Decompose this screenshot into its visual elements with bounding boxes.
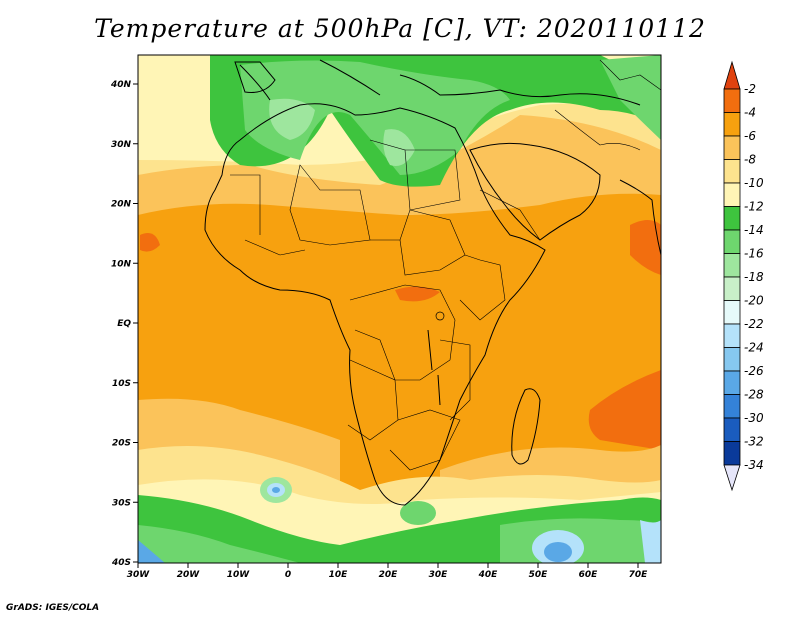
colorbar-label: -22: [744, 317, 764, 331]
colorbar-label: -4: [744, 106, 756, 120]
field-hot-se: [588, 370, 661, 450]
colorbar-label: -20: [744, 294, 764, 308]
colorbar-box: [723, 182, 741, 207]
colorbar-label: -6: [744, 129, 756, 143]
colorbar-label: -10: [744, 176, 764, 190]
colorbar-box: [723, 159, 741, 184]
lon-label: 20W: [177, 570, 201, 580]
colorbar-label: -26: [744, 364, 764, 378]
colorbar-label: -32: [744, 435, 764, 449]
lat-label: EQ: [117, 319, 131, 329]
colorbar-box: [723, 394, 741, 419]
colorbar-label: -30: [744, 411, 764, 425]
colorbar-top-arrow: [723, 60, 741, 90]
lon-label: 70E: [629, 570, 649, 580]
field-cold-core-south-inner: [544, 542, 572, 562]
field-cold-sw: [138, 540, 165, 563]
colorbar-box: [723, 323, 741, 348]
colorbar-label: -34: [744, 458, 764, 472]
lon-label: 60E: [579, 570, 599, 580]
lat-label: 30S: [112, 498, 131, 508]
country-borders: [230, 59, 661, 471]
lat-label: 10N: [111, 259, 132, 269]
field-north-green-light-2: [383, 129, 415, 166]
india-coastline: [619, 179, 661, 256]
map-field: [138, 55, 661, 563]
iberia-coastline: [234, 61, 276, 93]
colorbar-label: -18: [744, 270, 764, 284]
lon-label: 30E: [429, 570, 449, 580]
map-title: Temperature at 500hPa [C], VT: 202011011…: [94, 14, 706, 43]
lake-victoria: [435, 311, 445, 321]
field-ne-green: [600, 55, 661, 140]
grads-credit: GrADS: IGES/COLA: [6, 603, 100, 613]
colorbar-box: [723, 300, 741, 325]
colorbar-box: [723, 229, 741, 254]
arabia-coastline: [469, 142, 601, 241]
lon-label: 0: [285, 570, 291, 580]
lat-label: 40S: [111, 558, 131, 568]
colorbar-label: -24: [744, 341, 764, 355]
colorbar-bottom-arrow: [723, 464, 741, 492]
colorbar-label: -12: [744, 200, 764, 214]
colorbar-box: [723, 417, 741, 442]
latitude-axis: 40N 30N 20N 10N EQ 10S 20S 30S 40S: [110, 80, 138, 568]
colorbar-box: [723, 253, 741, 278]
madagascar-coastline: [511, 388, 541, 465]
lon-label: 20E: [379, 570, 399, 580]
colorbar-labels: -2 -4 -6 -8 -10 -12 -14 -16 -18 -20 -22 -24 -26 -28 -3…: [744, 82, 764, 472]
longitude-axis: 30W 20W 10W 0 10E 20E 30E 40E 50E 60E 70E: [127, 563, 648, 580]
lon-label: 30W: [127, 570, 151, 580]
field-hot-east: [630, 220, 661, 275]
field-cold-core-west-center: [272, 487, 280, 493]
colorbar-label: -28: [744, 388, 764, 402]
colorbar-box: [723, 206, 741, 231]
lat-label: 20S: [112, 439, 131, 449]
colorbar-box: [723, 370, 741, 395]
colorbar-box: [723, 88, 741, 113]
field-north-green-mid: [240, 60, 510, 175]
colorbar-label: -2: [744, 82, 756, 96]
lat-label: 40N: [110, 80, 132, 90]
field-north-green-light: [269, 98, 315, 140]
colorbar-label: -8: [744, 153, 756, 167]
colorbar-box: [723, 347, 741, 372]
colorbar-box: [723, 135, 741, 160]
lat-label: 30N: [111, 140, 132, 150]
lon-label: 10E: [329, 570, 349, 580]
field-south-africa-green: [400, 501, 436, 525]
colorbar-box: [723, 441, 741, 466]
colorbar-label: -14: [744, 223, 764, 237]
map-frame: [137, 54, 662, 564]
lon-label: 50E: [529, 570, 549, 580]
lat-label: 10S: [112, 379, 131, 389]
lon-label: 40E: [478, 570, 499, 580]
field-hot-west: [140, 232, 160, 252]
colorbar-boxes: [723, 60, 741, 492]
lon-label: 10W: [227, 570, 251, 580]
europe-coastline: [239, 59, 641, 106]
field-hot-central: [395, 286, 440, 302]
rift-lakes: [427, 329, 441, 406]
field-cold-se: [640, 520, 661, 563]
lat-label: 20N: [111, 200, 132, 210]
colorbar-box: [723, 112, 741, 137]
colorbar-label: -16: [744, 247, 764, 261]
colorbar-box: [723, 276, 741, 301]
field-south-green-light: [138, 525, 300, 563]
